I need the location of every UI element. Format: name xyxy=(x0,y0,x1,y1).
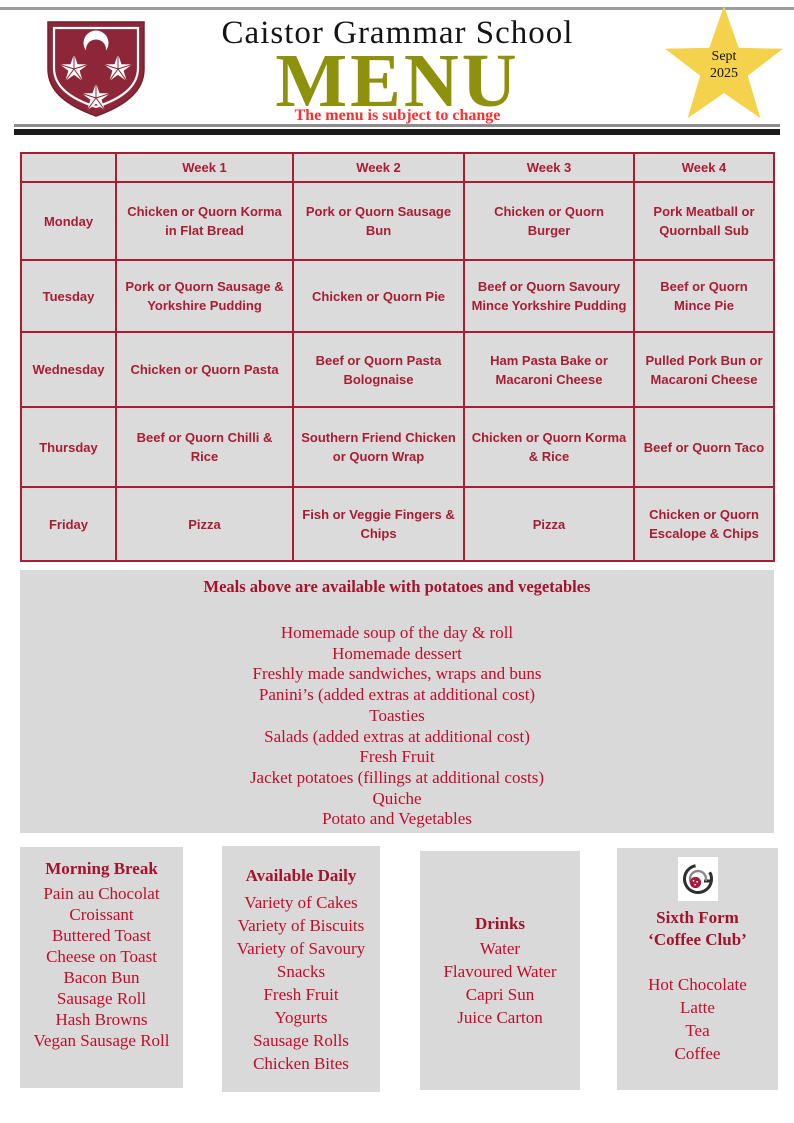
header-divider xyxy=(14,124,780,135)
meal-cell: Pork Meatball or Quornball Sub xyxy=(633,181,775,261)
notes-item: Fresh Fruit xyxy=(359,747,435,767)
meal-cell: Beef or Quorn Taco xyxy=(633,406,775,488)
meal-cell: Ham Pasta Bake or Macaroni Cheese xyxy=(463,331,635,408)
notes-item: Homemade soup of the day & roll xyxy=(280,623,514,642)
corner-cell xyxy=(20,152,117,183)
meal-cell: Chicken or Quorn Pasta xyxy=(115,331,294,408)
row-header-tuesday: Tuesday xyxy=(20,259,117,333)
table-row-wednesday: Wednesday Chicken or Quorn Pasta Beef or… xyxy=(20,331,775,408)
meal-cell: Beef or Quorn Savoury Mince Yorkshire Pu… xyxy=(463,259,635,333)
table-row-friday: Friday Pizza Fish or Veggie Fingers & Ch… xyxy=(20,486,775,562)
divider-black-line xyxy=(14,129,780,135)
list-item: Capri Sun xyxy=(465,985,535,1004)
meal-cell: Beef or Quorn Pasta Bolognaise xyxy=(292,331,465,408)
badge-year: 2025 xyxy=(710,66,738,81)
meal-cell: Chicken or Quorn Pie xyxy=(292,259,465,333)
list-item: Bacon Bun xyxy=(63,968,140,987)
list-item: Tea xyxy=(685,1021,710,1040)
meal-cell: Chicken or Quorn Korma in Flat Bread xyxy=(115,181,294,261)
menu-subtitle: The menu is subject to change xyxy=(294,107,501,124)
meal-cell: Beef or Quorn Chilli & Rice xyxy=(115,406,294,488)
list-item: Sausage Roll xyxy=(56,989,147,1008)
notes-item: Toasties xyxy=(369,705,425,725)
column-header-week1: Week 1 xyxy=(115,152,294,183)
table-row-thursday: Thursday Beef or Quorn Chilli & Rice Sou… xyxy=(20,406,775,488)
box-available-daily: Available Daily Variety of Cakes Variety… xyxy=(222,846,380,1092)
notes-item: Salads (added extras at additional cost) xyxy=(264,726,530,746)
meal-cell: Pulled Pork Bun or Macaroni Cheese xyxy=(633,331,775,408)
meal-cell: Pork or Quorn Sausage & Yorkshire Puddin… xyxy=(115,259,294,333)
meal-cell: Chicken or Quorn Escalope & Chips xyxy=(633,486,775,562)
divider-gray-line xyxy=(14,124,780,127)
menu-title: MENU xyxy=(275,39,520,123)
star-icon xyxy=(665,6,783,119)
box-coffee-club: Sixth Form ‘Coffee Club’ Hot Chocolate L… xyxy=(617,848,778,1090)
list-item: Buttered Toast xyxy=(51,926,152,945)
spacer xyxy=(617,951,778,973)
row-header-thursday: Thursday xyxy=(20,406,117,488)
notes-panel: Meals above are available with potatoes … xyxy=(20,570,774,833)
notes-item: Freshly made sandwiches, wraps and buns xyxy=(252,664,542,684)
coffee-club-logo-icon xyxy=(677,857,718,901)
list-item: Yogurts xyxy=(274,1008,328,1027)
list-item: Coffee xyxy=(674,1044,721,1063)
list-item: Vegan Sausage Roll xyxy=(33,1031,170,1050)
meal-cell: Beef or Quorn Mince Pie xyxy=(633,259,775,333)
date-star-badge: Sept 2025 xyxy=(654,4,794,128)
divider-gap xyxy=(14,127,780,129)
meal-cell: Fish or Veggie Fingers & Chips xyxy=(292,486,465,562)
column-header-week3: Week 3 xyxy=(463,152,635,183)
table-row-tuesday: Tuesday Pork or Quorn Sausage & Yorkshir… xyxy=(20,259,775,333)
list-item: Variety of Savoury Snacks xyxy=(236,939,366,981)
weekly-menu-table: Week 1 Week 2 Week 3 Week 4 Monday Chick… xyxy=(20,152,775,562)
notes-item: Jacket potatoes (fillings at additional … xyxy=(249,767,545,787)
box-morning-break: Morning Break Pain au Chocolat Croissant… xyxy=(20,847,183,1088)
list-item: Hash Browns xyxy=(55,1010,148,1029)
list-item: Pain au Chocolat xyxy=(43,884,160,903)
list-item: Hot Chocolate xyxy=(648,975,747,994)
notes-title: Meals above are available with potatoes … xyxy=(203,577,591,596)
coffee-club-title-line1: Sixth Form xyxy=(656,908,739,927)
list-item: Chicken Bites xyxy=(253,1054,349,1073)
meal-cell: Pork or Quorn Sausage Bun xyxy=(292,181,465,261)
list-item: Juice Carton xyxy=(457,1008,543,1027)
meal-cell: Pizza xyxy=(115,486,294,562)
box-drinks: Drinks Water Flavoured Water Capri Sun J… xyxy=(420,851,580,1090)
column-header-week2: Week 2 xyxy=(292,152,465,183)
meal-cell: Chicken or Quorn Burger xyxy=(463,181,635,261)
notes-item: Panini’s (added extras at additional cos… xyxy=(258,685,536,705)
row-header-wednesday: Wednesday xyxy=(20,331,117,408)
notes-item: Quiche xyxy=(372,788,422,808)
list-item: Cheese on Toast xyxy=(46,947,157,966)
list-item: Flavoured Water xyxy=(443,962,557,981)
list-item: Water xyxy=(479,939,521,958)
drinks-title: Drinks xyxy=(474,914,526,933)
table-row-monday: Monday Chicken or Quorn Korma in Flat Br… xyxy=(20,181,775,261)
badge-date: Sept 2025 xyxy=(654,48,794,82)
list-item: Variety of Biscuits xyxy=(237,916,365,935)
meal-cell: Pizza xyxy=(463,486,635,562)
notes-item: Potato and Vegetables xyxy=(322,809,472,829)
row-header-friday: Friday xyxy=(20,486,117,562)
badge-month: Sept xyxy=(711,49,737,64)
morning-break-title: Morning Break xyxy=(45,859,158,878)
list-item: Sausage Rolls xyxy=(253,1031,349,1050)
list-item: Variety of Cakes xyxy=(244,893,358,912)
available-daily-title: Available Daily xyxy=(245,866,357,885)
meal-cell: Southern Friend Chicken or Quorn Wrap xyxy=(292,406,465,488)
school-crest-icon xyxy=(47,21,145,117)
notes-items: Homemade soup of the day & roll Homemade… xyxy=(20,623,774,830)
list-item: Fresh Fruit xyxy=(263,985,339,1004)
coffee-club-title-line2: ‘Coffee Club’ xyxy=(648,930,747,949)
list-item: Latte xyxy=(680,998,715,1017)
table-header-row: Week 1 Week 2 Week 3 Week 4 xyxy=(20,152,775,183)
notes-item: Homemade dessert xyxy=(332,643,462,663)
list-item: Croissant xyxy=(69,905,134,924)
row-header-monday: Monday xyxy=(20,181,117,261)
top-divider-line xyxy=(0,7,794,10)
meal-cell: Chicken or Quorn Korma & Rice xyxy=(463,406,635,488)
school-name: Caistor Grammar School xyxy=(221,15,574,51)
column-header-week4: Week 4 xyxy=(633,152,775,183)
